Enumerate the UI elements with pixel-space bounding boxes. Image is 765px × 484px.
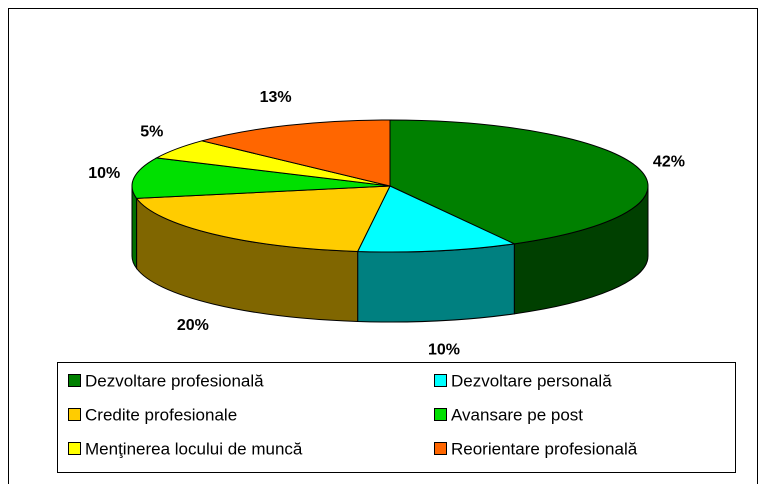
data-label: 10% (88, 165, 120, 182)
legend-swatch (68, 408, 81, 421)
legend-swatch (68, 374, 81, 387)
pie-slice (356, 185, 517, 253)
pie-slice (131, 157, 391, 199)
legend-swatch (434, 408, 447, 421)
legend: Dezvoltare profesională Dezvoltare person… (68, 371, 638, 458)
data-label: 42% (653, 153, 685, 170)
legend-label: Reorientare profesională (451, 439, 638, 458)
pie-slice (389, 119, 649, 245)
legend-label: Dezvoltare personală (451, 371, 612, 390)
data-label: 5% (140, 123, 163, 140)
data-label: 10% (428, 342, 460, 359)
legend-label: Credite profesionale (85, 405, 237, 424)
pie: 42% 10% 20% 10% 5% 13% (88, 89, 685, 358)
legend-swatch (434, 374, 447, 387)
legend-swatch (68, 442, 81, 455)
data-label: 20% (177, 317, 209, 334)
pie-slice (135, 185, 391, 252)
legend-label: Avansare pe post (451, 405, 583, 424)
data-label: 13% (260, 89, 292, 106)
pie-side (357, 243, 515, 323)
legend-box (57, 362, 736, 473)
legend-swatch (434, 442, 447, 455)
legend-label: Menţinerea locului de muncă (85, 439, 303, 458)
pie-side (131, 185, 138, 270)
pie-slice (201, 119, 391, 187)
legend-label: Dezvoltare profesională (85, 371, 264, 390)
